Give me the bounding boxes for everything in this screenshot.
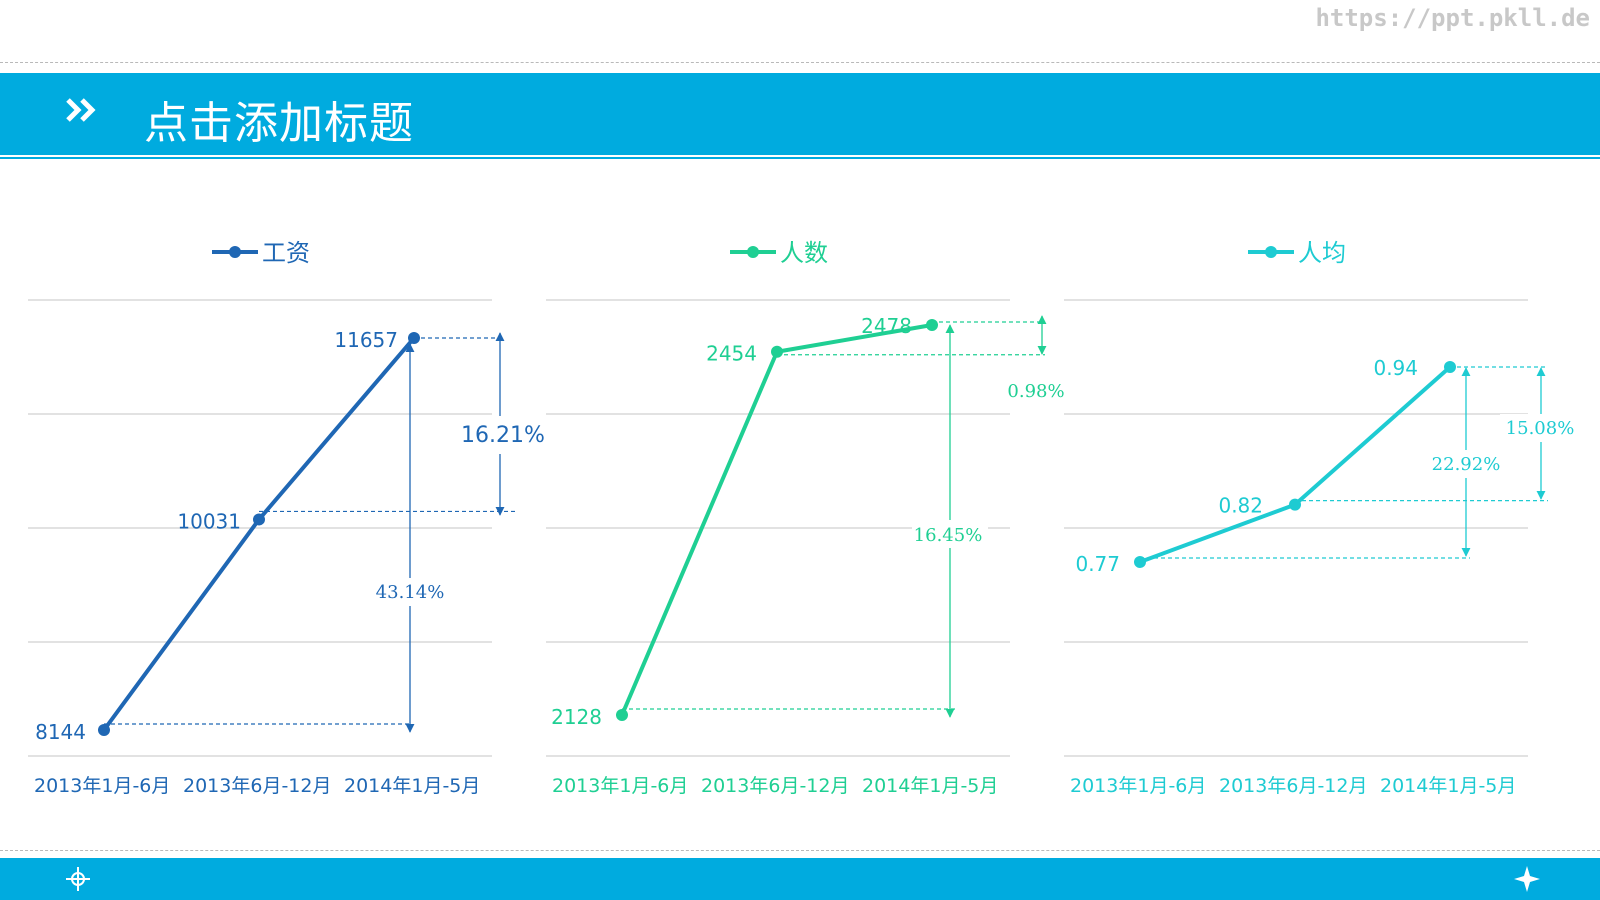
change-annotation: 16.21% — [461, 423, 545, 448]
data-point — [1444, 361, 1456, 373]
x-tick-label: 2013年6月-12月 — [701, 775, 849, 797]
data-label: 8144 — [35, 720, 86, 744]
series-line — [102, 336, 416, 732]
x-tick-label: 2013年1月-6月 — [34, 775, 170, 797]
four-point-star-icon — [1514, 866, 1540, 892]
watermark-url: https://ppt.pkll.de — [1315, 4, 1590, 32]
legend-marker — [229, 246, 241, 258]
x-tick-label: 2013年1月-6月 — [1070, 775, 1206, 797]
x-tick-label: 2013年6月-12月 — [183, 775, 331, 797]
x-tick-label: 2014年1月-5月 — [862, 775, 998, 797]
data-point — [1289, 498, 1301, 511]
data-point — [616, 709, 628, 721]
x-tick-label: 2014年1月-5月 — [344, 775, 480, 797]
change-annotation: 15.08% — [1506, 418, 1575, 439]
series-line — [1139, 365, 1452, 564]
header-band: 点击添加标题 — [0, 73, 1600, 159]
legend-marker — [1265, 246, 1277, 258]
legend-label: 人数 — [780, 239, 828, 267]
data-point — [926, 319, 938, 331]
crosshair-icon — [66, 867, 90, 891]
series-line — [620, 323, 933, 716]
data-label: 0.77 — [1075, 552, 1120, 576]
data-label: 2478 — [861, 314, 912, 338]
legend-marker — [747, 246, 759, 258]
data-label: 2454 — [706, 342, 757, 366]
change-annotation: 0.98% — [1007, 381, 1064, 402]
change-annotation: 16.45% — [914, 525, 983, 546]
annotation-bg — [374, 578, 446, 606]
bottom-divider — [0, 850, 1600, 851]
annotation-bg — [1426, 450, 1506, 478]
data-point — [1134, 556, 1146, 568]
data-label: 10031 — [177, 509, 241, 533]
legend-label: 工资 — [262, 239, 310, 267]
legend-label: 人均 — [1298, 239, 1346, 267]
data-label: 0.94 — [1373, 356, 1418, 380]
data-label: 2128 — [551, 705, 602, 729]
data-point — [771, 345, 783, 358]
data-label: 11657 — [334, 328, 398, 352]
change-annotation: 43.14% — [376, 582, 445, 603]
annotation-bg — [462, 416, 540, 454]
double-chevron-right-icon — [66, 98, 96, 122]
data-point — [98, 724, 110, 736]
x-tick-label: 2014年1月-5月 — [1380, 775, 1516, 797]
annotation-bg — [1500, 414, 1580, 442]
data-point — [253, 513, 265, 526]
x-tick-label: 2013年6月-12月 — [1219, 775, 1367, 797]
annotation-bg — [912, 520, 988, 548]
top-divider — [0, 62, 1600, 63]
x-tick-label: 2013年1月-6月 — [552, 775, 688, 797]
footer-band — [0, 858, 1600, 900]
data-label: 0.82 — [1218, 494, 1263, 518]
change-annotation: 22.92% — [1432, 454, 1501, 475]
page-title[interactable]: 点击添加标题 — [144, 98, 414, 149]
data-point — [408, 332, 420, 344]
